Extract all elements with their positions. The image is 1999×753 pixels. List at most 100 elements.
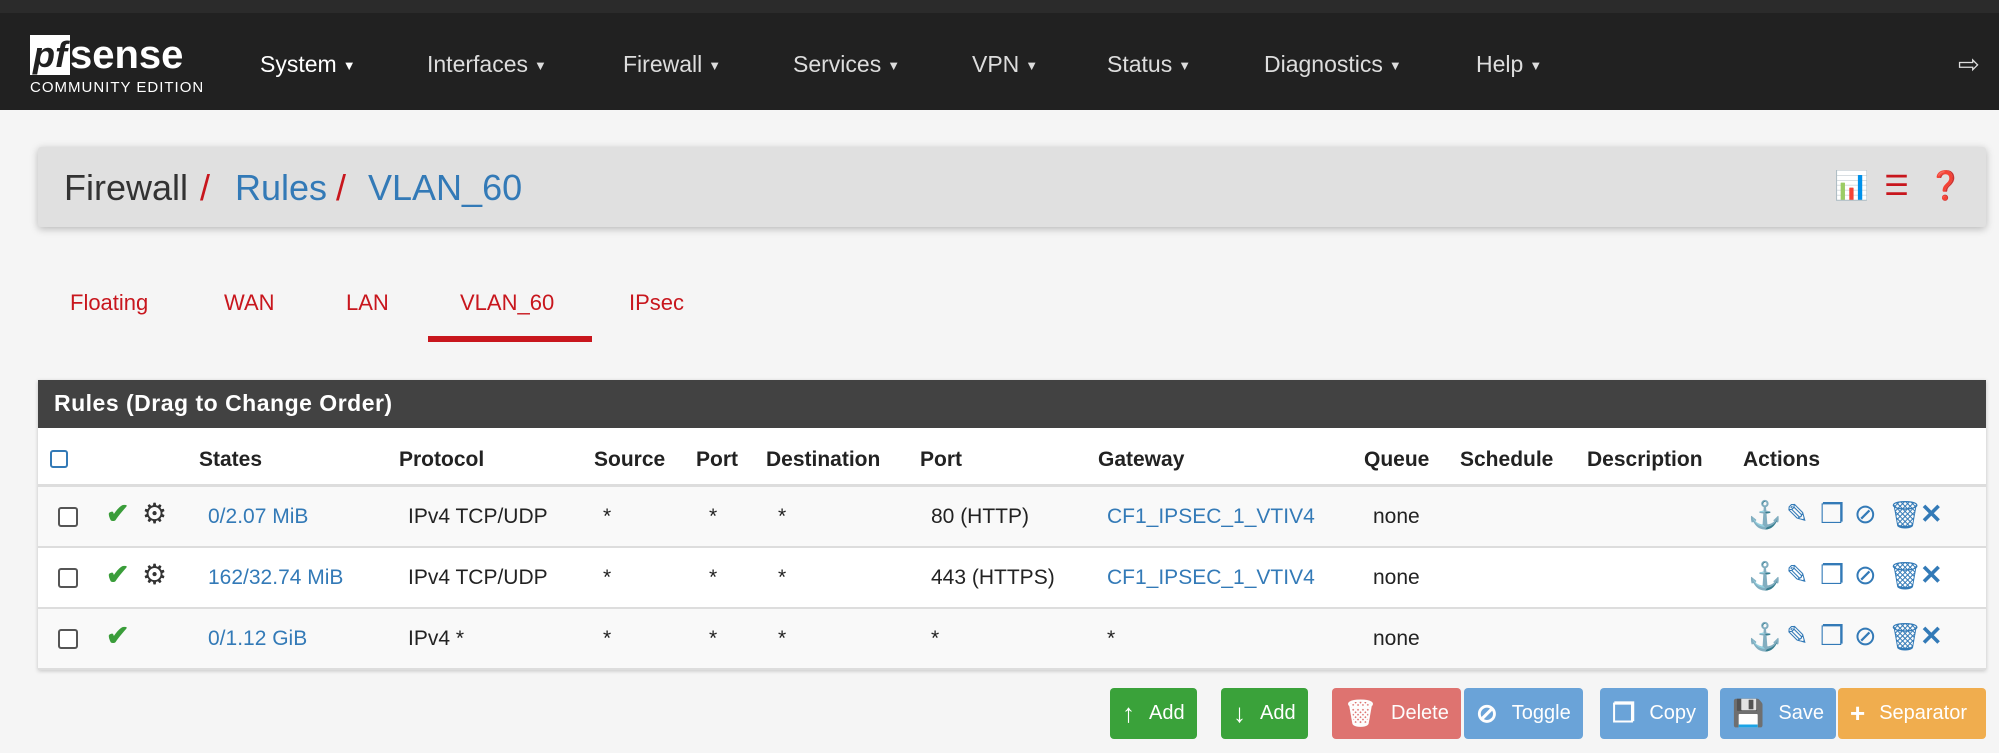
destination: *: [778, 505, 787, 528]
copy-button[interactable]: ❐ Copy: [1600, 688, 1709, 739]
col-source: Source: [594, 448, 666, 471]
pencil-icon[interactable]: ✎: [1786, 560, 1810, 590]
delete-button[interactable]: 🗑 Delete: [1332, 688, 1461, 739]
breadcrumb-rules[interactable]: Rules: [235, 167, 328, 208]
ban-icon[interactable]: ⊘: [1854, 499, 1878, 529]
navbar: pfsense COMMUNITY EDITION System ▼ Interf…: [0, 13, 1999, 110]
states-link[interactable]: 162/32.74 MiB: [208, 566, 344, 589]
states-link[interactable]: 0/2.07 MiB: [208, 505, 309, 528]
copy-icon[interactable]: ❐: [1820, 560, 1846, 590]
anchor-icon[interactable]: ⚓: [1748, 561, 1783, 591]
nav-services[interactable]: Services ▼: [793, 51, 901, 77]
trash-icon[interactable]: 🗑: [1888, 500, 1924, 530]
close-icon[interactable]: ✕: [1920, 499, 1944, 529]
add-top-button[interactable]: ↑ Add: [1110, 688, 1197, 739]
close-icon[interactable]: ✕: [1920, 560, 1944, 590]
source-port: *: [709, 505, 718, 528]
pass-check-icon: ✔: [106, 559, 130, 590]
breadcrumb-firewall: Firewall: [64, 167, 189, 208]
caret-down-icon: ▼: [534, 58, 547, 74]
close-icon[interactable]: ✕: [1920, 621, 1944, 651]
source: *: [603, 566, 612, 589]
breadcrumb-separator: /: [200, 167, 211, 208]
arrow-up-icon: ↑: [1122, 698, 1135, 728]
source: *: [603, 505, 612, 528]
col-states: States: [199, 448, 263, 471]
toggle-button[interactable]: ⊘ Toggle: [1464, 688, 1583, 739]
caret-down-icon: ▼: [1025, 58, 1039, 74]
save-icon: 💾: [1732, 698, 1765, 728]
nav-system[interactable]: System ▼: [260, 51, 356, 77]
browser-strip: [0, 0, 1999, 13]
rules-panel: Rules (Drag to Change Order) States Prot…: [38, 380, 1986, 670]
row-checkbox[interactable]: [58, 507, 78, 527]
caret-down-icon: ▼: [887, 58, 901, 74]
destination: *: [778, 627, 787, 650]
ban-icon[interactable]: ⊘: [1854, 621, 1878, 651]
gear-icon: ⚙: [142, 498, 168, 529]
arrow-down-icon: ↓: [1233, 698, 1246, 728]
ban-icon[interactable]: ⊘: [1854, 560, 1878, 590]
tab-ipsec[interactable]: IPsec: [629, 290, 685, 315]
col-description: Description: [1587, 448, 1703, 471]
row-checkbox[interactable]: [58, 629, 78, 649]
trash-icon[interactable]: 🗑: [1888, 622, 1924, 652]
pass-check-icon: ✔: [106, 620, 130, 651]
table-row[interactable]: ✔ ⚙ 162/32.74 MiB IPv4 TCP/UDP * * * 443…: [38, 548, 1986, 609]
nav-status[interactable]: Status ▼: [1107, 51, 1192, 77]
nav-interfaces[interactable]: Interfaces ▼: [427, 51, 547, 77]
select-all-checkbox[interactable]: [50, 450, 68, 468]
pencil-icon[interactable]: ✎: [1786, 499, 1810, 529]
table-row[interactable]: ✔ 0/1.12 GiB IPv4 * * * * * * none ⚓ ✎ ❐…: [38, 609, 1986, 670]
caret-down-icon: ▼: [708, 58, 722, 74]
copy-icon: ❐: [1612, 698, 1636, 728]
breadcrumb-current[interactable]: VLAN_60: [368, 167, 523, 208]
caret-down-icon: ▼: [1529, 58, 1543, 74]
logout-icon[interactable]: ⇨: [1958, 49, 1980, 79]
bar-chart-icon[interactable]: 📊: [1834, 170, 1869, 201]
copy-icon[interactable]: ❐: [1820, 621, 1846, 651]
col-destination: Destination: [766, 448, 881, 471]
col-protocol: Protocol: [399, 448, 485, 471]
tab-wan[interactable]: WAN: [224, 290, 275, 315]
gateway[interactable]: CF1_IPSEC_1_VTIV4: [1107, 505, 1315, 528]
col-gateway: Gateway: [1098, 448, 1185, 471]
nav-firewall[interactable]: Firewall ▼: [623, 51, 722, 77]
gateway[interactable]: CF1_IPSEC_1_VTIV4: [1107, 566, 1315, 589]
nav-diagnostics[interactable]: Diagnostics ▼: [1264, 51, 1402, 77]
protocol: IPv4 TCP/UDP: [408, 566, 548, 589]
help-icon[interactable]: ❓: [1928, 170, 1963, 201]
tab-lan[interactable]: LAN: [346, 290, 389, 315]
caret-down-icon: ▼: [1388, 58, 1402, 74]
queue: none: [1373, 627, 1420, 650]
tab-vlan60[interactable]: VLAN_60: [460, 290, 555, 315]
queue: none: [1373, 566, 1420, 589]
dest-port: 80 (HTTP): [931, 505, 1030, 528]
pfsense-logo[interactable]: pfsense COMMUNITY EDITION: [30, 33, 205, 96]
ban-icon: ⊘: [1476, 698, 1498, 728]
anchor-icon[interactable]: ⚓: [1748, 622, 1783, 652]
protocol: IPv4 *: [408, 627, 465, 650]
separator-button[interactable]: + Separator: [1838, 688, 1986, 739]
trash-icon[interactable]: 🗑: [1888, 561, 1924, 591]
col-dest-port: Port: [920, 448, 962, 471]
destination: *: [778, 566, 787, 589]
source-port: *: [709, 627, 718, 650]
plus-icon: +: [1850, 698, 1866, 728]
tab-floating[interactable]: Floating: [70, 290, 149, 315]
pencil-icon[interactable]: ✎: [1786, 621, 1810, 651]
table-row[interactable]: ✔ ⚙ 0/2.07 MiB IPv4 TCP/UDP * * * 80 (HT…: [38, 487, 1986, 548]
breadcrumb: Firewall / Rules / VLAN_60 📊 ☰ ❓: [38, 147, 1986, 227]
panel-title: Rules (Drag to Change Order): [38, 380, 1986, 428]
copy-icon[interactable]: ❐: [1820, 499, 1846, 529]
save-button[interactable]: 💾 Save: [1720, 688, 1836, 739]
edition-label: COMMUNITY EDITION: [30, 79, 205, 96]
add-bottom-button[interactable]: ↓ Add: [1221, 688, 1308, 739]
states-link[interactable]: 0/1.12 GiB: [208, 627, 308, 650]
row-checkbox[interactable]: [58, 568, 78, 588]
list-icon[interactable]: ☰: [1884, 170, 1910, 201]
anchor-icon[interactable]: ⚓: [1748, 500, 1783, 530]
nav-vpn[interactable]: VPN ▼: [972, 51, 1039, 77]
breadcrumb-separator: /: [336, 167, 347, 208]
nav-help[interactable]: Help ▼: [1476, 51, 1543, 77]
